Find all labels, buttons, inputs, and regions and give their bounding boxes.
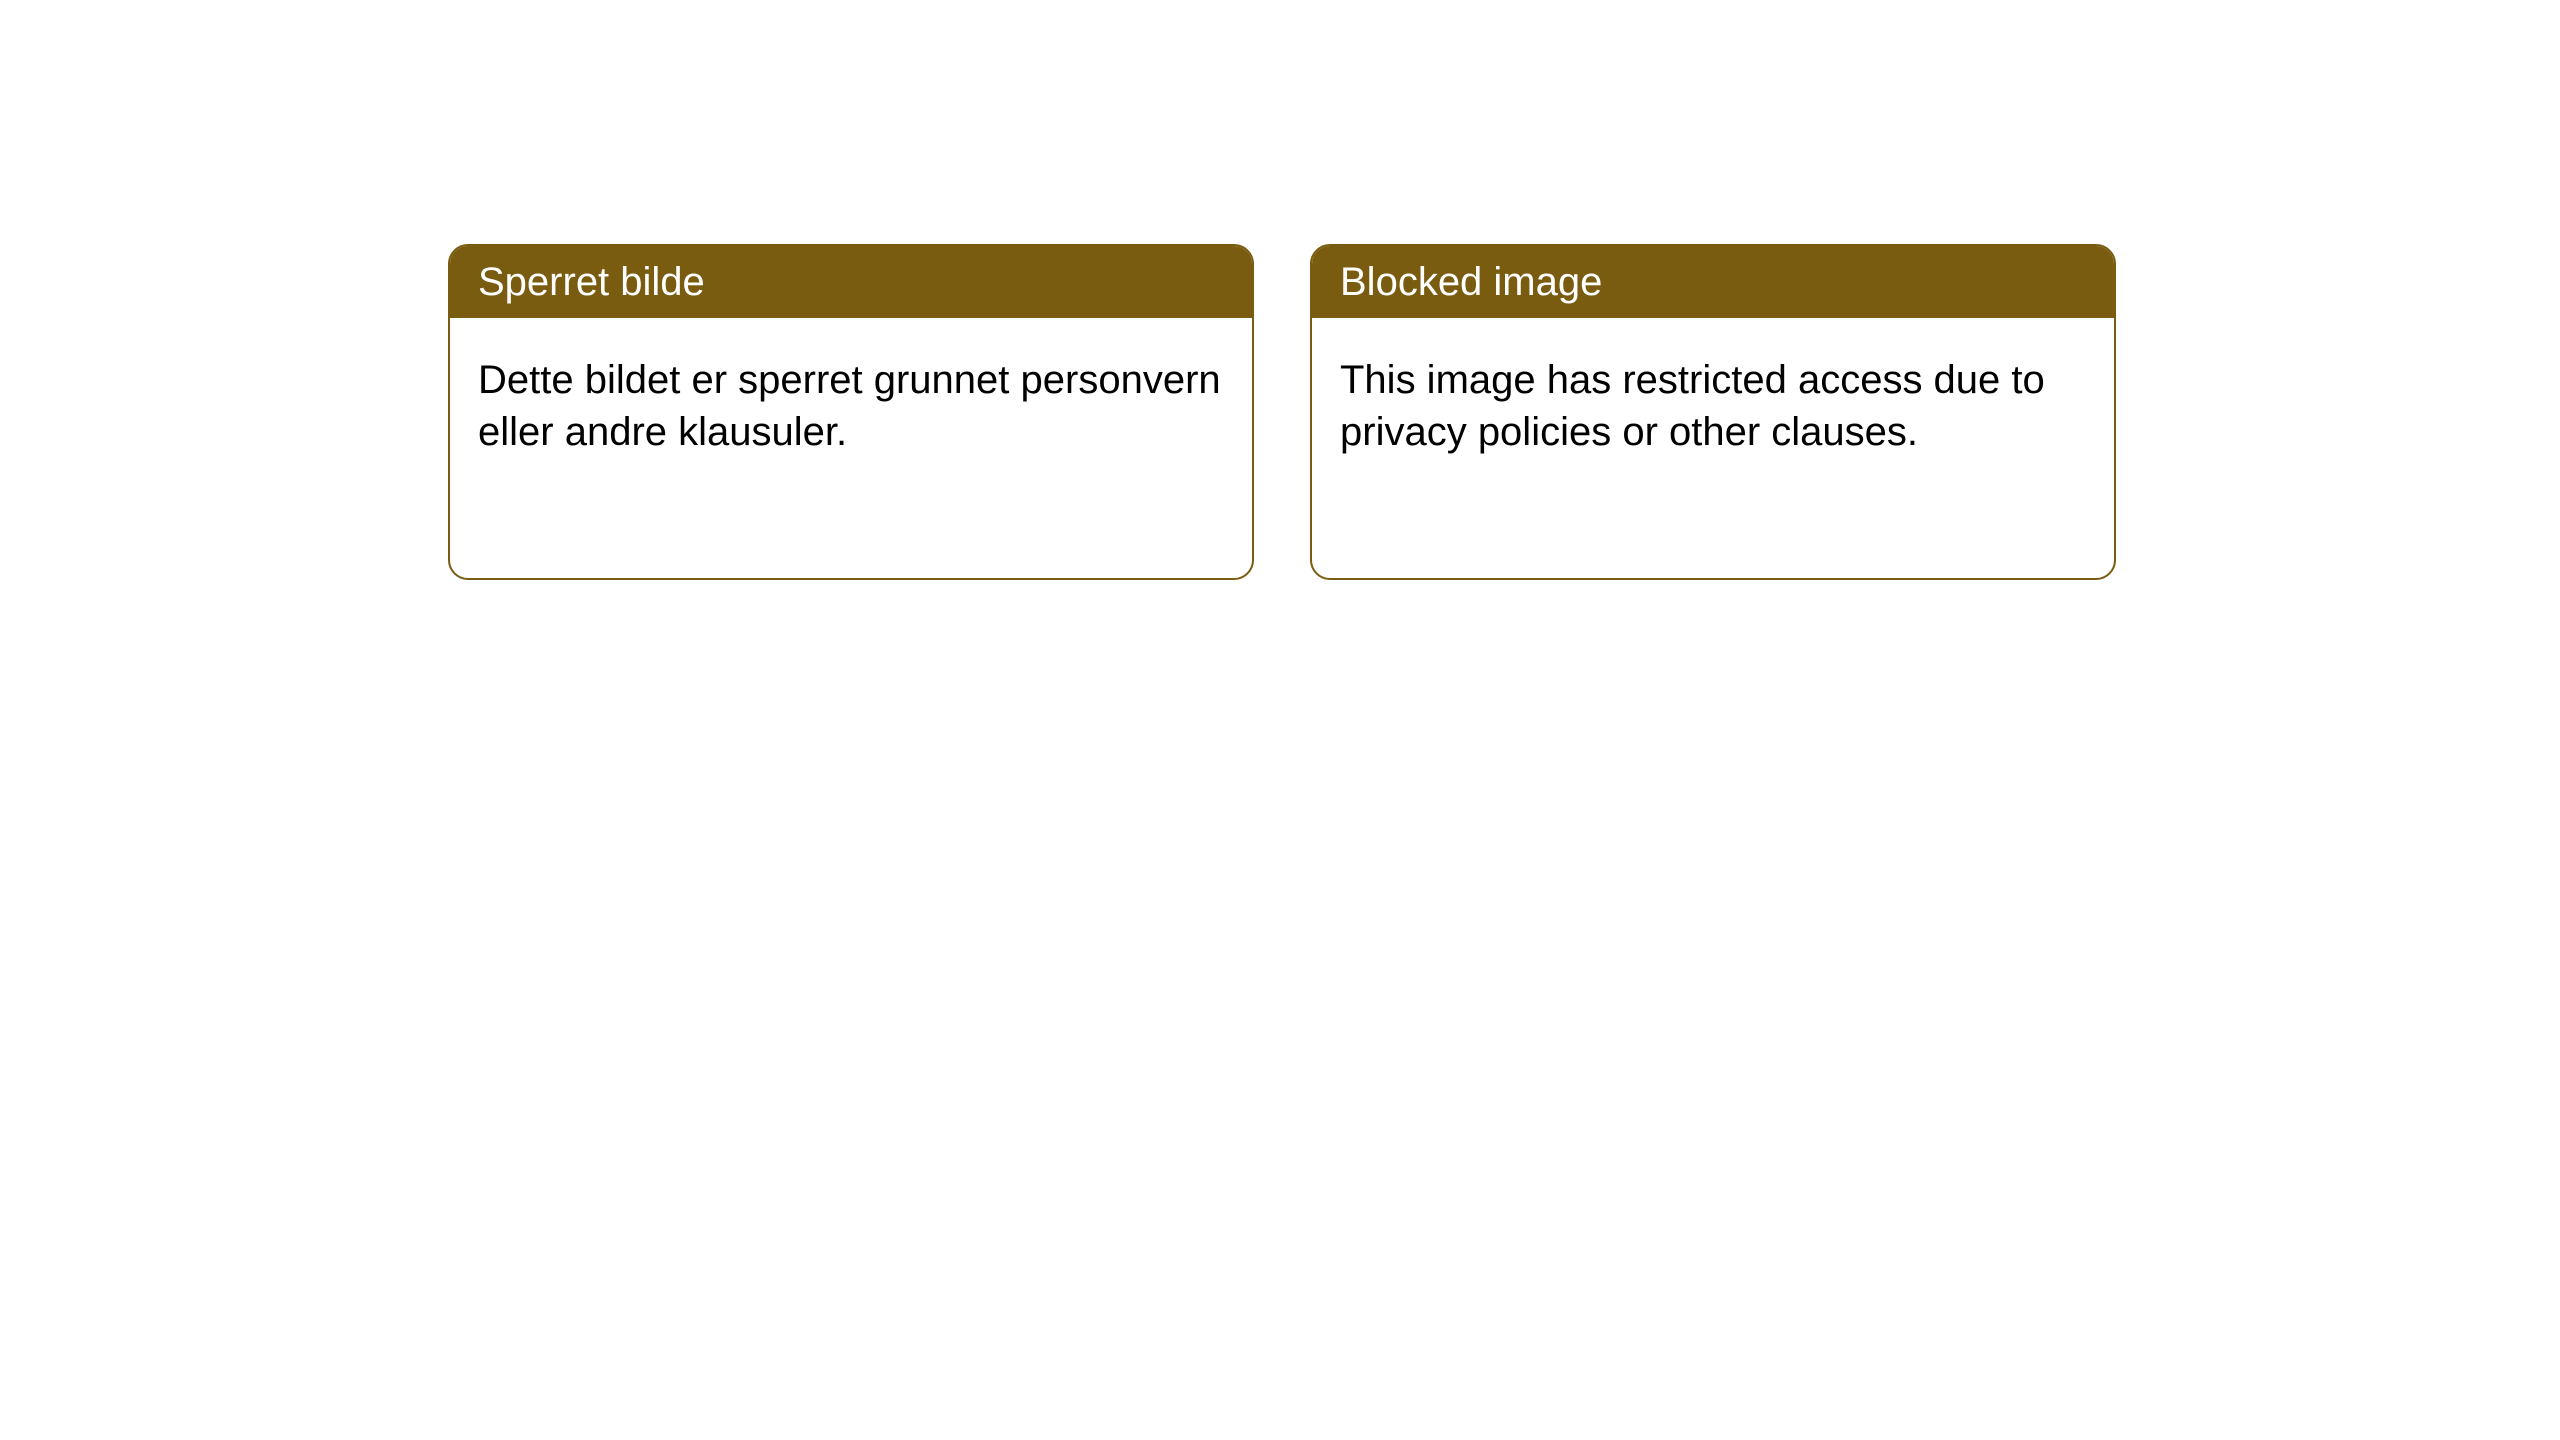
notice-card-norwegian: Sperret bilde Dette bildet er sperret gr… <box>448 244 1254 580</box>
notice-card-english: Blocked image This image has restricted … <box>1310 244 2116 580</box>
notice-body: Dette bildet er sperret grunnet personve… <box>450 318 1252 494</box>
notice-title: Blocked image <box>1312 246 2114 318</box>
notice-container: Sperret bilde Dette bildet er sperret gr… <box>448 244 2116 580</box>
notice-body: This image has restricted access due to … <box>1312 318 2114 494</box>
notice-title: Sperret bilde <box>450 246 1252 318</box>
